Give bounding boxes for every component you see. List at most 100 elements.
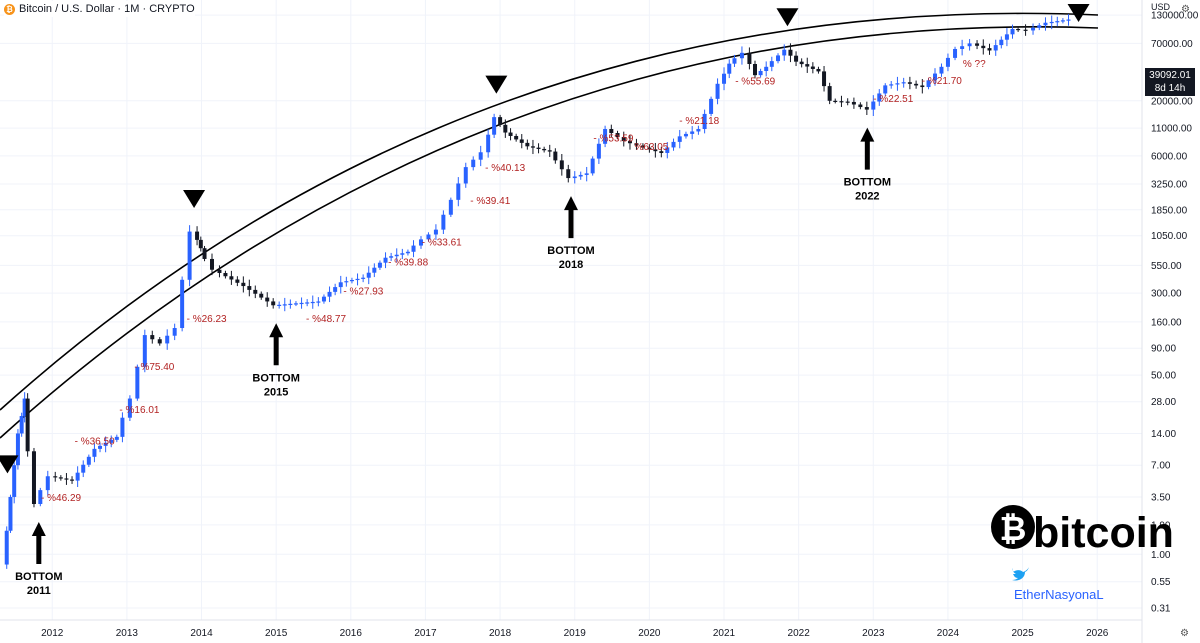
candle-up — [288, 303, 293, 306]
candles — [4, 14, 1071, 569]
candle-down — [845, 101, 850, 103]
candle-up — [411, 245, 416, 252]
candle-up — [715, 83, 720, 99]
candle-up — [433, 229, 438, 235]
candle-down — [265, 297, 270, 302]
candle-up — [758, 70, 763, 76]
candle-up — [282, 304, 287, 306]
bitcoin-coin-icon — [991, 505, 1035, 549]
candle-down — [851, 101, 856, 105]
candle-down — [822, 71, 827, 87]
candle-up — [590, 158, 595, 174]
candle-up — [8, 496, 13, 531]
candle-up — [81, 464, 86, 473]
candle-down — [647, 147, 652, 150]
drawdown-annotation: - %48.77 — [306, 314, 346, 325]
x-tick-label: 2022 — [788, 628, 811, 639]
candle-down — [70, 479, 75, 481]
candle-up — [471, 159, 476, 168]
bottom-arrow-icon — [860, 127, 875, 170]
candle-up — [677, 136, 682, 142]
y-tick-label: 90.00 — [1151, 344, 1176, 355]
bottom-label: BOTTOM — [844, 177, 891, 189]
candle-up — [92, 448, 97, 457]
drawdown-annotations: - %46.29 - %36.50 - %16.01 - %75.40 - %26.23… — [41, 59, 986, 504]
drawdown-annotation: - %22.51 — [873, 94, 913, 105]
drawdown-annotation: %63.05 — [634, 142, 668, 153]
drawdown-annotation: - %53.59 — [593, 134, 633, 145]
candle-up — [945, 57, 950, 67]
candle-down — [553, 151, 558, 161]
candle-up — [492, 117, 497, 135]
candle-down — [858, 104, 863, 108]
y-tick-label: 11000.00 — [1151, 124, 1192, 135]
candle-down — [519, 139, 524, 143]
candle-up — [338, 282, 343, 288]
candle-up — [344, 281, 349, 283]
bottom-year: 2015 — [264, 386, 288, 398]
candle-up — [114, 436, 119, 440]
y-tick-label: 7.00 — [1151, 461, 1171, 472]
candle-up — [321, 296, 326, 302]
candle-down — [217, 269, 222, 273]
y-tick-label: 0.31 — [1151, 603, 1171, 614]
candle-up — [187, 231, 192, 280]
candle-down — [827, 86, 832, 101]
x-tick-label: 2020 — [638, 628, 661, 639]
candle-down — [914, 83, 919, 86]
y-axis[interactable]: 130000.00 70000.00 20000.00 11000.00 6000.00… — [1141, 0, 1199, 643]
candle-down — [536, 147, 541, 149]
settings-gear-icon[interactable]: ⚙ — [1181, 4, 1190, 15]
candle-up — [776, 55, 781, 62]
y-tick-label: 1050.00 — [1151, 231, 1188, 242]
candle-down — [621, 137, 626, 142]
candle-down — [640, 145, 645, 148]
candle-up — [883, 85, 888, 94]
x-tick-label: 2017 — [414, 628, 437, 639]
author-name: EtherNasyonaL — [1014, 587, 1104, 602]
candle-down — [1016, 28, 1021, 31]
currency-label[interactable]: USD — [1151, 2, 1171, 12]
y-tick-label: 160.00 — [1151, 317, 1182, 328]
x-tick-label: 2025 — [1011, 628, 1034, 639]
symbol-title[interactable]: Bitcoin / U.S. Dollar · 1M · CRYPTO — [19, 3, 195, 15]
chart-settings-icon[interactable]: ⚙ — [1180, 628, 1189, 639]
candle-up — [739, 52, 744, 59]
candle-down — [566, 169, 571, 179]
candle-up — [877, 93, 882, 102]
candle-up — [4, 530, 9, 565]
candle-up — [293, 303, 298, 305]
candle-up — [596, 143, 601, 159]
x-tick-label: 2019 — [564, 628, 587, 639]
candle-up — [1037, 25, 1042, 28]
bottom-markers: BOTTOM 2011 BOTTOM 2015 BOTTOM 2018 BOTTOM 2022 — [15, 127, 891, 597]
bottom-arrow-icon — [269, 323, 284, 366]
candle-down — [241, 282, 246, 287]
y-tick-label: 28.00 — [1151, 397, 1176, 408]
candle-up — [372, 267, 377, 273]
resistance-curve — [0, 26, 1099, 439]
bottom-arrow-icon — [31, 522, 46, 565]
candle-down — [202, 248, 207, 259]
candle-down — [559, 160, 564, 170]
x-axis[interactable]: 2012 2013 2014 2015 2016 2017 2018 2019 2020 2021… — [0, 619, 1142, 639]
drawdown-annotation: - %21.70 — [922, 76, 962, 87]
candle-up — [463, 167, 468, 184]
candle-up — [578, 174, 583, 177]
bitcoin-wordmark: bitcoin — [1033, 509, 1174, 557]
candle-up — [305, 302, 310, 304]
x-tick-label: 2024 — [937, 628, 960, 639]
candle-up — [366, 272, 371, 278]
candle-up — [349, 279, 354, 282]
candle-down — [58, 477, 63, 479]
candle-up — [696, 129, 701, 132]
candle-up — [665, 147, 670, 153]
y-tick-label: 20000.00 — [1151, 96, 1193, 107]
candle-down — [229, 276, 234, 280]
candle-down — [627, 141, 632, 144]
candle-up — [355, 278, 360, 281]
candle-up — [764, 66, 769, 71]
top-marker-triangle — [183, 190, 206, 209]
y-tick-label: 300.00 — [1151, 289, 1182, 300]
